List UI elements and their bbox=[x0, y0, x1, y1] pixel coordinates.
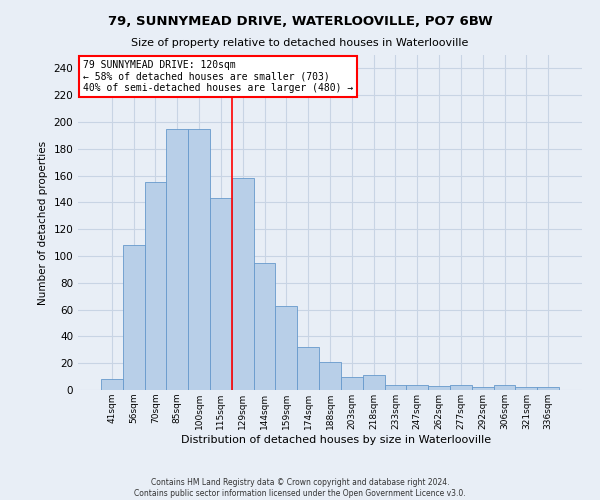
Bar bbox=[297, 347, 319, 390]
Bar bbox=[406, 384, 428, 390]
Text: Distribution of detached houses by size in Waterlooville: Distribution of detached houses by size … bbox=[181, 435, 491, 445]
Bar bbox=[319, 362, 341, 390]
Bar bbox=[494, 384, 515, 390]
Bar bbox=[232, 178, 254, 390]
Text: Contains HM Land Registry data © Crown copyright and database right 2024.
Contai: Contains HM Land Registry data © Crown c… bbox=[134, 478, 466, 498]
Bar bbox=[166, 128, 188, 390]
Bar bbox=[123, 246, 145, 390]
Bar bbox=[101, 380, 123, 390]
Bar bbox=[472, 388, 494, 390]
Bar bbox=[210, 198, 232, 390]
Bar bbox=[515, 388, 537, 390]
Bar bbox=[145, 182, 166, 390]
Bar bbox=[254, 262, 275, 390]
Text: Size of property relative to detached houses in Waterlooville: Size of property relative to detached ho… bbox=[131, 38, 469, 48]
Text: 79 SUNNYMEAD DRIVE: 120sqm
← 58% of detached houses are smaller (703)
40% of sem: 79 SUNNYMEAD DRIVE: 120sqm ← 58% of deta… bbox=[83, 60, 353, 93]
Text: 79, SUNNYMEAD DRIVE, WATERLOOVILLE, PO7 6BW: 79, SUNNYMEAD DRIVE, WATERLOOVILLE, PO7 … bbox=[107, 15, 493, 28]
Bar bbox=[385, 384, 406, 390]
Bar bbox=[428, 386, 450, 390]
Bar bbox=[188, 128, 210, 390]
Bar bbox=[450, 384, 472, 390]
Bar bbox=[363, 376, 385, 390]
Bar bbox=[341, 376, 363, 390]
Bar bbox=[537, 388, 559, 390]
Y-axis label: Number of detached properties: Number of detached properties bbox=[38, 140, 48, 304]
Bar bbox=[275, 306, 297, 390]
